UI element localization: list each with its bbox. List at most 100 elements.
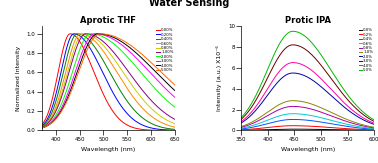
Line: 0.4%: 0.4% [241,119,374,129]
1.0% [316,106,321,108]
1.00% [124,68,129,70]
0.00% [117,118,121,120]
3.00% [39,127,44,129]
0.20% [48,113,52,115]
2.00% [120,51,125,53]
0.60% [120,80,125,82]
0.0% [247,129,252,131]
0.60% [48,119,52,120]
Line: 2.00%: 2.00% [42,34,175,128]
5.0% [247,106,252,108]
0.00% [172,129,177,131]
0.0% [340,129,344,131]
4.0% [239,121,243,123]
5.0% [320,55,324,57]
5.00% [48,123,52,125]
4.0% [320,79,324,81]
0.80% [140,98,145,100]
5.00% [140,54,145,56]
4.0% [354,112,358,114]
Legend: 0.0%, 0.2%, 0.4%, 0.6%, 0.8%, 1.0%, 2.0%, 3.0%, 4.0%, 5.0%: 0.0%, 0.2%, 0.4%, 0.6%, 0.8%, 1.0%, 2.0%… [358,28,373,72]
4.00% [172,89,177,91]
3.00% [120,44,125,46]
0.6% [316,116,321,118]
0.0% [324,129,328,131]
0.40% [140,117,145,119]
0.80% [48,120,52,122]
1.00% [84,33,88,35]
3.0% [324,71,328,73]
1.0% [372,126,376,128]
5.00% [120,39,125,41]
4.00% [48,123,52,125]
0.40% [39,126,44,128]
Line: 0.6%: 0.6% [241,114,374,129]
3.0% [316,61,321,63]
0.8% [316,110,321,112]
0.6% [324,118,328,120]
Line: 0.20%: 0.20% [42,34,175,130]
5.00% [39,127,44,129]
1.00% [154,105,159,107]
0.80% [154,112,159,114]
1.00% [140,89,145,91]
X-axis label: Wavelength (nm): Wavelength (nm) [280,147,335,152]
4.0% [316,75,321,77]
Line: 3.0%: 3.0% [241,45,374,121]
0.60% [117,75,121,77]
Line: 0.0%: 0.0% [241,129,374,130]
3.0% [372,120,376,122]
0.80% [172,123,177,125]
0.0% [320,128,324,130]
0.00% [124,124,129,126]
3.00% [48,123,52,125]
Line: 0.80%: 0.80% [42,34,175,128]
0.6% [372,128,376,130]
Line: 4.0%: 4.0% [241,63,374,123]
0.00% [120,121,125,123]
0.00% [48,107,52,109]
4.0% [247,113,252,115]
0.2% [291,125,295,127]
0.4% [291,119,295,120]
0.4% [340,125,344,127]
5.0% [340,86,344,88]
3.0% [291,44,295,46]
Line: 3.00%: 3.00% [42,34,175,128]
Line: 0.2%: 0.2% [241,126,374,130]
0.8% [239,126,243,128]
0.6% [340,122,344,124]
1.0% [247,122,252,124]
0.20% [172,129,177,131]
2.0% [340,104,344,106]
0.0% [291,128,295,130]
2.0% [247,116,252,118]
0.6% [291,113,295,115]
2.0% [316,84,321,86]
Y-axis label: Normalized Intensity: Normalized Intensity [16,46,21,111]
1.00% [120,63,125,65]
0.4% [354,127,358,129]
0.40% [75,33,79,35]
2.00% [124,55,129,57]
1.0% [340,117,344,119]
Line: 2.0%: 2.0% [241,73,374,124]
0.20% [71,33,76,35]
4.0% [340,100,344,102]
0.8% [340,119,344,121]
0.00% [68,33,72,35]
2.00% [88,33,93,35]
Line: 4.00%: 4.00% [42,34,175,128]
0.20% [120,107,125,109]
0.40% [154,125,159,126]
2.00% [154,89,159,91]
Line: 5.0%: 5.0% [241,31,374,120]
5.0% [354,104,358,106]
Line: 1.0%: 1.0% [241,101,374,127]
0.2% [324,126,328,128]
4.00% [95,33,100,35]
4.0% [324,83,328,85]
0.80% [81,33,86,35]
0.8% [372,127,376,129]
2.00% [172,106,177,108]
